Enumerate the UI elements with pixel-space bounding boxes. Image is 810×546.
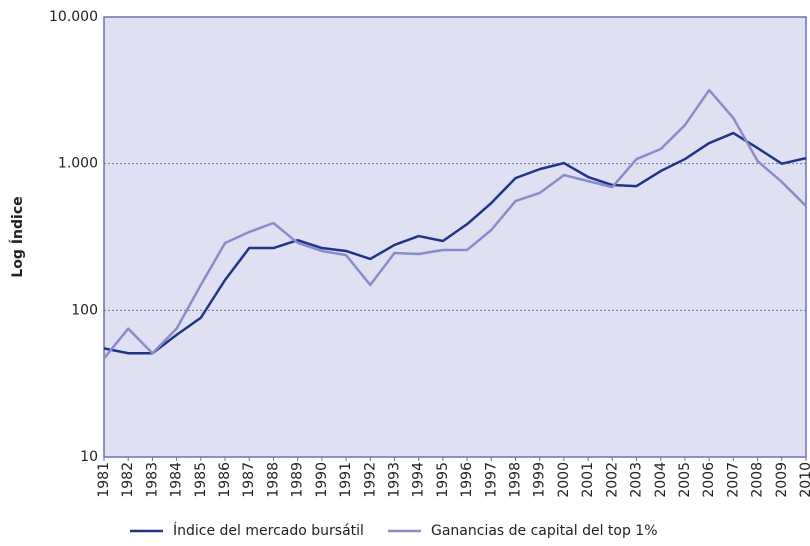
x-tick-label: 2006 <box>701 462 717 498</box>
x-tick-label: 2000 <box>556 462 572 498</box>
x-tick-label: 1984 <box>169 462 185 498</box>
legend-label: Índice del mercado bursátil <box>173 522 364 539</box>
plot-area <box>103 16 807 458</box>
y-tick-label: 1.000 <box>58 156 98 172</box>
x-tick-label: 2009 <box>774 462 790 498</box>
x-tick-label: 1991 <box>338 462 354 498</box>
x-tick-label: 2010 <box>798 462 810 498</box>
y-tick-label: 100 <box>71 302 98 318</box>
x-tick-label: 1986 <box>217 462 233 498</box>
x-tick-label: 1992 <box>362 462 378 498</box>
x-tick-label: 1999 <box>532 462 548 498</box>
x-tick-label: 1983 <box>144 462 160 498</box>
x-tick-label: 1982 <box>120 462 136 498</box>
x-tick-label: 2002 <box>604 462 620 498</box>
x-tick-label: 1990 <box>314 462 330 498</box>
y-tick-label: 10.000 <box>49 9 98 25</box>
x-tick-label: 1994 <box>411 462 427 498</box>
x-tick-label: 2008 <box>750 462 766 498</box>
x-tick-label: 1981 <box>96 462 112 498</box>
x-tick-label: 1987 <box>241 462 257 498</box>
x-tick-label: 1993 <box>386 462 402 498</box>
series-line <box>103 131 807 355</box>
x-tick-label: 2007 <box>725 462 741 498</box>
x-tick-label: 1988 <box>265 462 281 498</box>
x-tick-label: 2004 <box>653 462 669 498</box>
x-tick-label: 1998 <box>508 462 524 498</box>
legend-label: Ganancias de capital del top 1% <box>431 523 658 539</box>
y-tick-label: 10 <box>80 449 98 465</box>
x-tick-label: 2005 <box>677 462 693 498</box>
x-tick-label: 1996 <box>459 462 475 498</box>
x-tick-label: 2003 <box>629 462 645 498</box>
x-tick-label: 2001 <box>580 462 596 498</box>
x-tick-label: 1995 <box>435 462 451 498</box>
x-tick-label: 1997 <box>483 462 499 498</box>
x-tick-label: 1989 <box>290 462 306 498</box>
x-tick-label: 1985 <box>193 462 209 498</box>
series-line <box>103 88 807 360</box>
y-axis-label: Log Índice <box>9 196 26 277</box>
